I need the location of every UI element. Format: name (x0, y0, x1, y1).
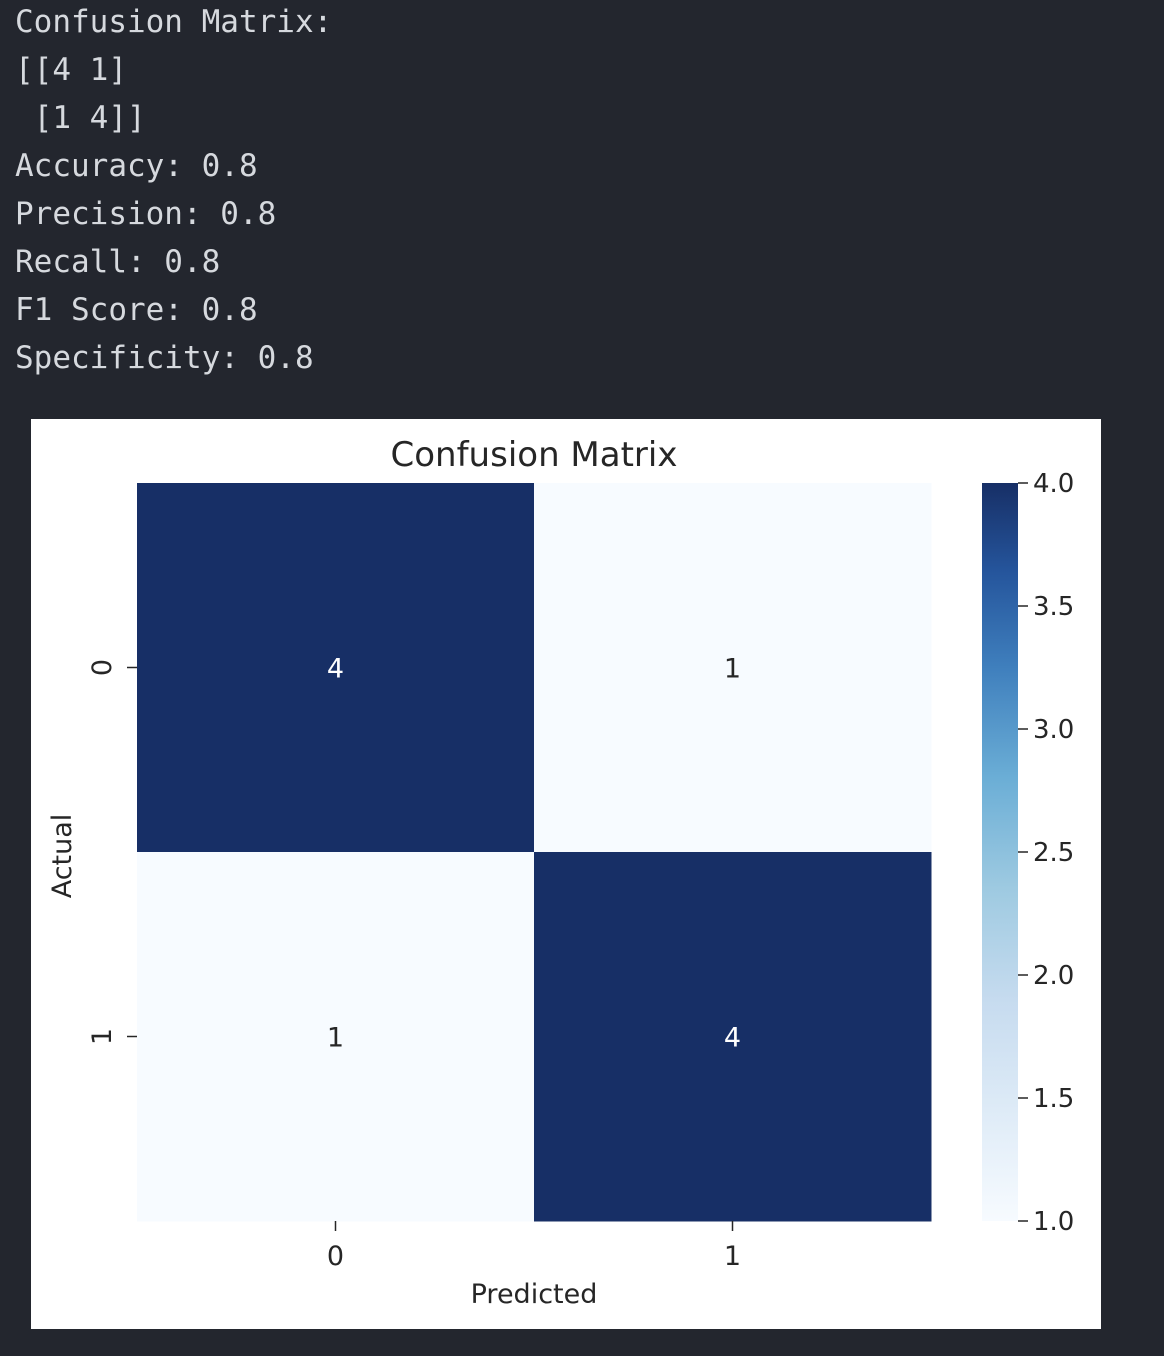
x-tick-label: 1 (724, 1241, 741, 1272)
colorbar-tick-label: 1.5 (1033, 1084, 1074, 1114)
heatmap-cell-1-1 (534, 852, 932, 1222)
recall-line: Recall: 0.8 (15, 244, 221, 280)
colorbar-tick-label: 3.5 (1033, 592, 1074, 622)
output-line: [[4 1] (15, 52, 127, 88)
chart-title: Confusion Matrix (391, 435, 678, 475)
heatmap-chart: Confusion Matrix 4 1 1 4 0 1 0 1 Predicted Act… (47, 435, 1074, 1310)
cell-annotation: 4 (724, 1023, 741, 1054)
cell-annotation: 4 (327, 654, 344, 685)
f1-score-line: F1 Score: 0.8 (15, 292, 258, 328)
y-tick-label: 1 (87, 1028, 118, 1045)
output-line: [1 4]] (15, 100, 146, 136)
y-axis-label: Actual (47, 814, 78, 899)
accuracy-line: Accuracy: 0.8 (15, 148, 258, 184)
cell-annotation: 1 (327, 1023, 344, 1054)
heatmap-cell-0-0 (137, 483, 535, 853)
confusion-matrix-figure: Confusion Matrix 4 1 1 4 0 1 0 1 Predicted Act… (31, 419, 1101, 1329)
colorbar-tick-label: 4.0 (1033, 469, 1074, 499)
output-line: Confusion Matrix: (15, 4, 333, 40)
precision-line: Precision: 0.8 (15, 196, 277, 232)
x-tick-label: 0 (327, 1241, 344, 1272)
heatmap-cell-0-1 (534, 483, 932, 853)
y-tick-label: 0 (87, 659, 118, 676)
colorbar (982, 483, 1018, 1221)
specificity-line: Specificity: 0.8 (15, 340, 314, 376)
cell-annotation: 1 (724, 654, 741, 685)
x-axis-label: Predicted (471, 1279, 598, 1310)
colorbar-tick-label: 2.0 (1033, 961, 1074, 991)
colorbar-tick-label: 3.0 (1033, 715, 1074, 745)
colorbar-tick-label: 2.5 (1033, 838, 1074, 868)
colorbar-tick-label: 1.0 (1033, 1207, 1074, 1237)
heatmap-cell-1-0 (137, 852, 535, 1222)
